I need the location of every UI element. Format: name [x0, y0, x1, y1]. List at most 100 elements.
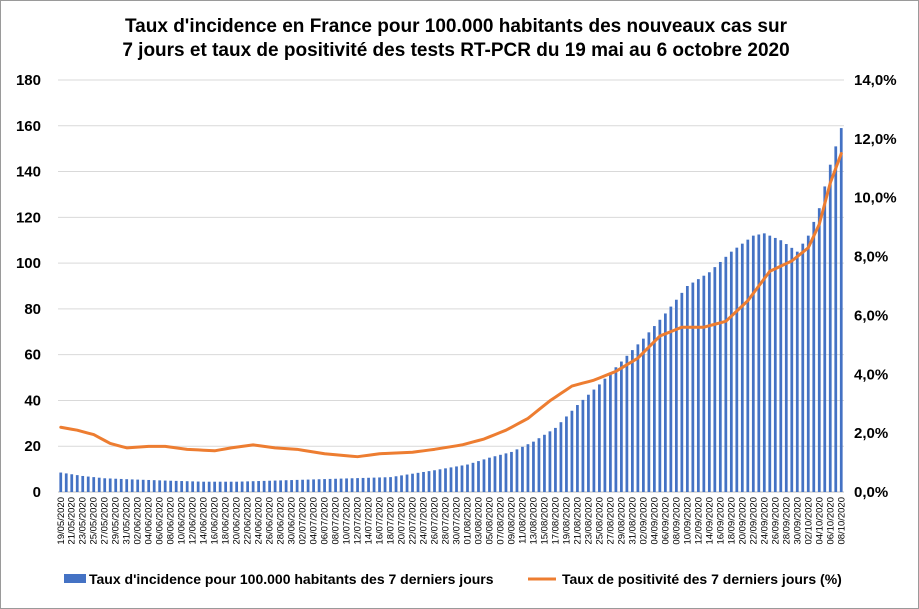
x-axis-tick-label: 12/09/2020 [693, 497, 704, 545]
incidence-bar [477, 461, 480, 492]
incidence-bar [224, 481, 228, 492]
incidence-bar [290, 480, 293, 492]
legend: Taux d'incidence pour 100.000 habitants … [64, 571, 842, 587]
legend-label-incidence: Taux d'incidence pour 100.000 habitants … [89, 571, 494, 587]
incidence-bar [603, 378, 607, 492]
incidence-bar [729, 251, 733, 492]
incidence-bar [350, 478, 354, 492]
x-axis-tick-label: 16/06/2020 [210, 497, 221, 545]
incidence-bar [625, 355, 629, 492]
incidence-bar [554, 427, 557, 492]
incidence-bar [75, 475, 79, 492]
x-axis-tick-label: 02/09/2020 [638, 497, 649, 545]
incidence-bar [735, 247, 739, 492]
x-axis-tick-label: 21/08/2020 [572, 497, 583, 545]
left-axis-tick-label: 80 [24, 301, 41, 318]
x-axis-tick-label: 14/09/2020 [704, 497, 715, 545]
left-axis-tick-label: 160 [16, 118, 41, 135]
incidence-bar [361, 477, 365, 492]
incidence-bar [284, 480, 288, 492]
incidence-bar [455, 466, 458, 492]
x-axis-tick-label: 10/06/2020 [177, 497, 188, 545]
incidence-bar [795, 251, 799, 492]
x-axis-tick-label: 22/07/2020 [408, 497, 419, 545]
incidence-bar [169, 480, 173, 492]
incidence-bar [213, 481, 217, 492]
left-axis-tick-label: 0 [33, 484, 41, 501]
incidence-bar [438, 469, 442, 492]
incidence-bar [411, 473, 414, 492]
x-axis-tick-label: 28/09/2020 [781, 497, 792, 545]
incidence-bar [784, 244, 788, 492]
incidence-bar [147, 479, 151, 492]
x-axis-tick-label: 06/06/2020 [155, 497, 166, 545]
x-axis-tick-label: 30/07/2020 [452, 497, 463, 545]
incidence-bar [707, 272, 711, 492]
incidence-bar [724, 256, 728, 492]
incidence-bar [433, 470, 436, 492]
incidence-bar [235, 481, 239, 492]
incidence-bar [119, 478, 123, 492]
x-axis-tick-label: 14/06/2020 [199, 497, 210, 545]
x-axis-tick-label: 24/07/2020 [419, 497, 430, 545]
chart-title-line-1: Taux d'incidence en France pour 100.000 … [125, 16, 788, 37]
incidence-bar [482, 459, 486, 492]
incidence-bar [295, 479, 299, 492]
incidence-bar [471, 462, 475, 492]
right-axis-tick-label: 14,0% [854, 72, 897, 89]
incidence-bar [136, 479, 140, 492]
incidence-bar [587, 394, 590, 492]
x-axis-tick-label: 04/06/2020 [144, 497, 155, 545]
left-axis-tick-label: 140 [16, 164, 41, 181]
x-axis-tick-label: 02/06/2020 [133, 497, 144, 545]
x-axis-tick-label: 18/06/2020 [221, 497, 232, 545]
positivity-line-group [59, 152, 843, 459]
x-axis-tick-label: 06/07/2020 [320, 497, 331, 545]
incidence-bar [691, 282, 695, 492]
incidence-bar [652, 326, 656, 492]
incidence-bar [416, 472, 420, 492]
incidence-bar [196, 481, 200, 492]
x-axis-tick-label: 29/05/2020 [111, 497, 122, 545]
incidence-bar [768, 235, 772, 492]
incidence-bar [839, 128, 843, 493]
incidence-bar [279, 480, 282, 492]
incidence-bar [444, 468, 447, 492]
incidence-bar [548, 431, 552, 492]
incidence-bar [405, 474, 409, 492]
right-axis-ticks: 0,0% 2,0% 4,0% 6,0% 8,0% 10,0% 12,0% 14,0% [854, 72, 897, 501]
x-axis-tick-label: 10/07/2020 [342, 497, 353, 545]
incidence-bar [680, 292, 684, 492]
incidence-bar [328, 478, 332, 492]
x-axis-tick-label: 03/08/2020 [473, 497, 484, 545]
right-axis-tick-label: 8,0% [854, 249, 888, 266]
incidence-bar [620, 361, 623, 492]
incidence-bar [773, 237, 777, 492]
legend-swatch-incidence [64, 574, 86, 583]
incidence-bar [317, 479, 321, 492]
incidence-bar [158, 480, 162, 492]
x-axis-tick-label: 31/08/2020 [627, 497, 638, 545]
incidence-bar [180, 481, 184, 492]
incidence-bar [400, 475, 403, 492]
incidence-bar [510, 451, 513, 492]
incidence-bar [757, 234, 761, 492]
incidence-bar [257, 481, 260, 492]
x-axis-tick-label: 25/08/2020 [594, 497, 605, 545]
right-axis-tick-label: 4,0% [854, 366, 888, 383]
incidence-bar [702, 275, 706, 492]
incidence-bar [493, 456, 497, 492]
incidence-bar [103, 478, 107, 492]
incidence-bar [202, 481, 206, 492]
x-axis-ticks: 19/05/2020 21/05/2020 23/05/2020 25/05/2020… [56, 497, 848, 545]
right-axis-tick-label: 6,0% [854, 307, 888, 324]
x-axis-tick-label: 18/09/2020 [726, 497, 737, 545]
x-axis-tick-label: 12/06/2020 [188, 497, 199, 545]
x-axis-tick-label: 29/08/2020 [616, 497, 627, 545]
incidence-bar [273, 480, 277, 492]
incidence-bar [488, 457, 491, 492]
incidence-bar [378, 477, 381, 492]
incidence-bar [751, 235, 755, 492]
incidence-bar [466, 464, 469, 492]
